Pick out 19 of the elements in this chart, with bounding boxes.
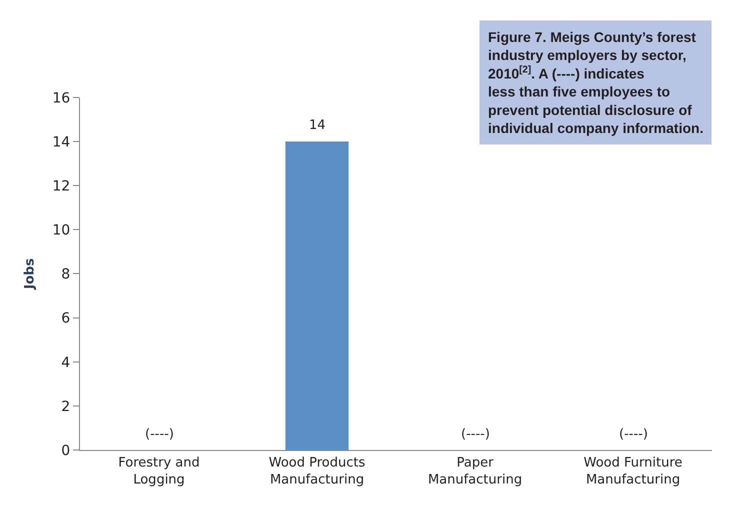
y-tick-label: 0 [61, 442, 70, 459]
x-tick-label: Paper Manufacturing [428, 456, 522, 488]
y-tick-label: 2 [61, 398, 70, 415]
chart-title: Figure 7. Meigs County’s forest industry employers by sector, 2010$^{[2]}$. A (----) indicates less than five employees to prevent potential disclosure of individual company information. [488, 29, 704, 136]
x-tick-label: Forestry and Logging [118, 456, 200, 488]
y-tick-label: 12 [52, 178, 70, 194]
y-tick-label: 10 [52, 222, 70, 239]
text: (----) [145, 427, 174, 442]
y-tick-label: 14 [52, 134, 70, 150]
y-axis-title: Jobs [22, 258, 38, 290]
x-tick-label: Wood Products Manufacturing [268, 456, 366, 488]
text: (----) [461, 427, 490, 442]
x-tick-label: Wood Furniture Manufacturing [584, 456, 682, 488]
data-label: 14 [309, 118, 326, 133]
y-tick-label: 6 [61, 310, 70, 327]
y-tick-label: 8 [61, 266, 70, 283]
text: (----) [619, 427, 648, 442]
y-tick-label: 16 [52, 90, 70, 106]
y-tick-label: 4 [61, 354, 70, 371]
